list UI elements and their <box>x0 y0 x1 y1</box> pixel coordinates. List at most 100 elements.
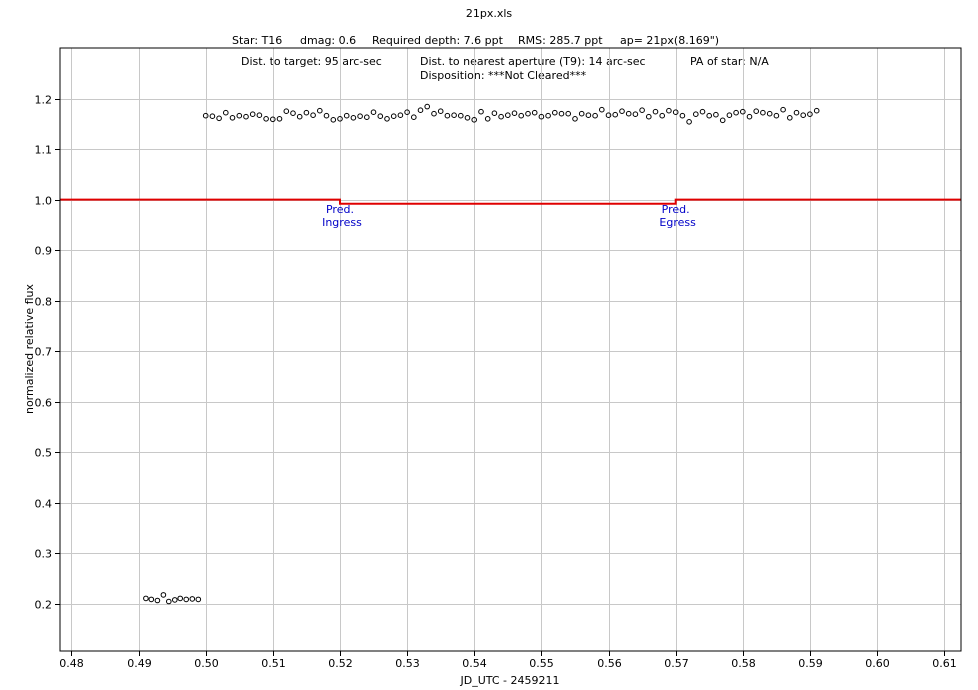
data-point <box>753 108 760 114</box>
x-tick-label: 0.54 <box>462 657 487 670</box>
x-tick-label: 0.50 <box>194 657 219 670</box>
data-point <box>612 111 619 118</box>
data-point <box>195 596 202 603</box>
data-points <box>143 103 820 605</box>
info-pa: PA of star: N/A <box>690 55 769 68</box>
data-point <box>706 112 713 119</box>
data-point <box>236 112 243 119</box>
data-point <box>404 109 410 115</box>
info-dmag: dmag: 0.6 <box>300 34 356 47</box>
y-tick-label: 0.5 <box>35 447 53 460</box>
data-point <box>766 110 773 117</box>
data-point <box>578 110 585 117</box>
data-point <box>525 110 531 117</box>
y-tick-label: 0.7 <box>35 346 53 359</box>
info-disposition: Disposition: ***Not Cleared*** <box>420 69 587 82</box>
info-star: Star: T16 <box>232 34 282 47</box>
x-tick-label: 0.61 <box>932 657 957 670</box>
annotation-line2: Egress <box>659 216 696 229</box>
data-point <box>166 598 172 605</box>
x-tick-label: 0.60 <box>865 657 890 670</box>
data-point <box>216 115 222 122</box>
data-point <box>249 111 256 117</box>
data-point <box>646 113 652 120</box>
data-point <box>693 111 699 117</box>
data-point <box>283 108 290 114</box>
x-tick-label: 0.55 <box>529 657 554 670</box>
info-aperture: ap= 21px(8.169") <box>620 34 719 47</box>
data-point <box>303 109 310 116</box>
data-point <box>565 110 572 117</box>
data-point <box>337 116 343 122</box>
y-tick-label: 0.2 <box>35 599 53 612</box>
data-point <box>437 108 444 114</box>
data-point <box>672 109 679 115</box>
info-dist-nearest: Dist. to nearest aperture (T9): 14 arc-s… <box>420 55 646 68</box>
data-point <box>760 109 766 116</box>
data-point <box>511 110 518 116</box>
data-point <box>431 110 437 117</box>
data-point <box>552 109 558 116</box>
annotation-line1: Pred. <box>662 203 690 216</box>
data-point <box>154 597 161 604</box>
data-point <box>343 112 350 119</box>
y-tick-label: 0.9 <box>35 245 53 258</box>
data-point <box>390 113 397 119</box>
annotation-line2: Ingress <box>322 216 362 229</box>
plot-frame <box>59 47 962 652</box>
data-point <box>800 112 807 118</box>
data-point <box>243 113 249 120</box>
grid <box>60 48 961 651</box>
info-required-depth: Required depth: 7.6 ppt <box>372 34 504 47</box>
x-tick-label: 0.58 <box>731 657 756 670</box>
y-axis-ticks: 0.2 0.3 0.4 0.5 0.6 0.7 0.8 0.9 1.0 1.1 1.2 <box>35 94 60 612</box>
data-point <box>323 112 330 119</box>
data-point <box>209 113 216 119</box>
x-tick-label: 0.56 <box>597 657 622 670</box>
y-tick-label: 0.8 <box>35 296 53 309</box>
data-point <box>699 108 706 115</box>
data-point <box>458 112 464 119</box>
x-tick-label: 0.52 <box>328 657 353 670</box>
y-tick-label: 0.4 <box>35 498 53 511</box>
data-point <box>172 597 178 603</box>
x-tick-label: 0.49 <box>127 657 152 670</box>
data-point <box>518 112 525 119</box>
data-point <box>143 595 149 602</box>
data-point <box>605 112 612 118</box>
data-point <box>424 103 431 110</box>
y-axis-label: normalized relative flux <box>23 284 36 415</box>
data-point <box>263 116 269 122</box>
data-point <box>592 112 598 119</box>
data-point <box>377 113 384 119</box>
data-point <box>639 107 645 113</box>
y-tick-label: 1.0 <box>35 195 53 208</box>
data-point <box>484 116 491 122</box>
x-axis-label: JD_UTC - 2459211 <box>460 674 560 687</box>
annotation-line1: Pred. <box>326 203 354 216</box>
data-point <box>726 112 733 118</box>
data-point <box>538 113 545 120</box>
data-point <box>733 109 739 116</box>
data-point <box>177 595 183 602</box>
model-layer <box>60 198 961 205</box>
y-tick-label: 0.3 <box>35 548 53 561</box>
data-point <box>229 115 236 121</box>
x-tick-label: 0.53 <box>395 657 420 670</box>
data-point <box>276 116 283 122</box>
data-point <box>256 112 263 118</box>
data-point <box>310 112 316 118</box>
info-dist-target: Dist. to target: 95 arc-sec <box>241 55 382 68</box>
data-point <box>317 107 323 114</box>
y-tick-label: 1.1 <box>35 144 53 157</box>
data-point <box>545 112 551 119</box>
data-point <box>471 117 478 123</box>
data-point <box>296 113 303 120</box>
data-point <box>558 110 565 117</box>
data-point <box>330 117 337 123</box>
data-point <box>417 107 424 113</box>
data-point <box>652 108 659 115</box>
data-point <box>364 114 370 120</box>
data-point <box>270 116 276 123</box>
